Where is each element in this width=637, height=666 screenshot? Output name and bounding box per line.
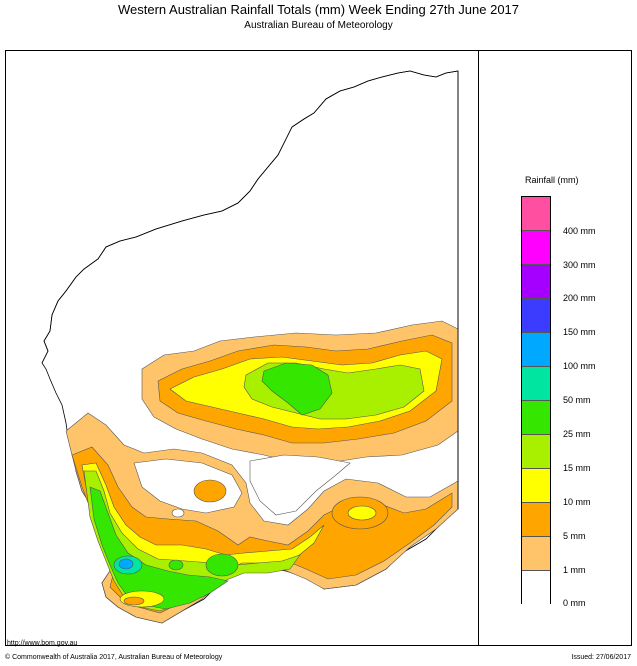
- issued-date: Issued: 27/06/2017: [571, 654, 631, 661]
- legend-swatch: [522, 469, 550, 503]
- rainfall-map: [41, 70, 459, 624]
- legend-swatch: [522, 401, 550, 435]
- legend-swatch: [522, 333, 550, 367]
- legend-title: Rainfall (mm): [525, 175, 579, 185]
- legend-swatch: [522, 299, 550, 333]
- legend-label-15: 15 mm: [563, 463, 591, 473]
- legend-label-200: 200 mm: [563, 293, 596, 303]
- legend-swatch: [522, 571, 550, 605]
- map-frame: [5, 50, 632, 646]
- legend-divider: [478, 50, 479, 646]
- legend-label-25: 25 mm: [563, 429, 591, 439]
- legend-label-400: 400 mm: [563, 226, 596, 236]
- rain-zone-50mm-north: [261, 362, 333, 416]
- rain-cell-10mm-inland-2: [193, 479, 227, 503]
- rain-cell-150mm: [118, 558, 134, 570]
- dry-pocket: [171, 508, 185, 518]
- legend-label-150: 150 mm: [563, 327, 596, 337]
- legend-label-100: 100 mm: [563, 361, 596, 371]
- rain-cell-50mm-small: [168, 559, 184, 571]
- legend-label-300: 300 mm: [563, 260, 596, 270]
- source-url: http://www.bom.gov.au: [7, 640, 78, 647]
- dry-zone-central: [249, 454, 351, 516]
- map-title: Western Australian Rainfall Totals (mm) …: [117, 2, 520, 17]
- legend-swatch: [522, 197, 550, 231]
- rain-zone-50mm-south: [89, 486, 229, 610]
- copyright-text: © Commonwealth of Australia 2017, Austra…: [5, 654, 223, 661]
- legend-swatch: [522, 503, 550, 537]
- legend-label-0: 0 mm: [563, 598, 586, 608]
- legend-swatch: [522, 435, 550, 469]
- legend-label-50: 50 mm: [563, 395, 591, 405]
- wa-coastline-outline: [41, 70, 459, 509]
- rain-cell-15mm-east: [347, 505, 377, 521]
- map-subtitle: Australian Bureau of Meteorology: [244, 20, 393, 31]
- legend-label-5: 5 mm: [563, 531, 586, 541]
- legend-label-10: 10 mm: [563, 497, 591, 507]
- legend-color-bar: [521, 196, 551, 605]
- rain-cell-50mm-inland: [205, 553, 239, 577]
- legend-label-1: 1 mm: [563, 565, 586, 575]
- legend-swatch: [522, 367, 550, 401]
- legend-swatch: [522, 231, 550, 265]
- legend-swatch: [522, 537, 550, 571]
- legend-swatch: [522, 265, 550, 299]
- rain-cell-10mm-southcoast: [123, 596, 145, 606]
